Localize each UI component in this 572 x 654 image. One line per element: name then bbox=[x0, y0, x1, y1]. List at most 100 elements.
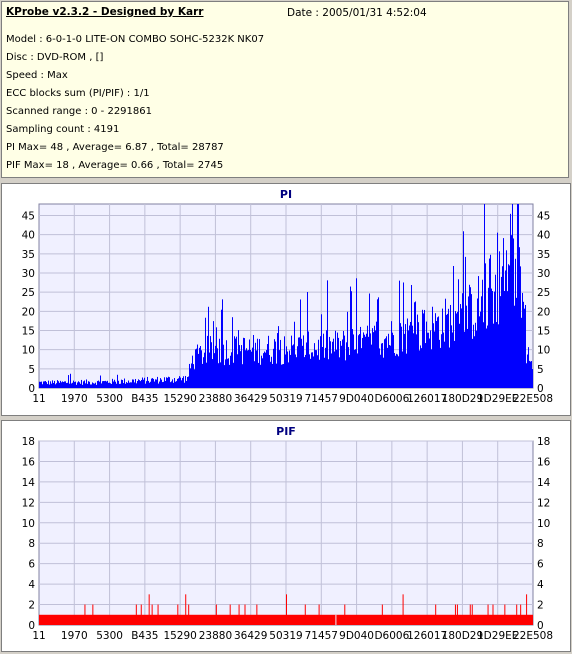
pif-spike bbox=[286, 594, 287, 625]
pi-bar bbox=[454, 340, 455, 388]
pi-bar bbox=[488, 287, 489, 388]
pi-bar bbox=[262, 358, 263, 388]
pi-bar bbox=[457, 311, 458, 388]
pif-spike bbox=[487, 604, 489, 625]
x-tick-label: 11 bbox=[32, 393, 45, 405]
pi-bar bbox=[378, 297, 379, 388]
pi-bar bbox=[386, 336, 387, 388]
pi-bar bbox=[116, 383, 117, 388]
pi-bar bbox=[134, 382, 135, 388]
pi-bar bbox=[256, 350, 257, 388]
pif-spike bbox=[177, 604, 179, 625]
pi-bar bbox=[523, 301, 524, 388]
pi-bar bbox=[273, 348, 274, 388]
pi-bar bbox=[260, 364, 261, 388]
pi-bar bbox=[436, 320, 437, 388]
pi-bar bbox=[478, 276, 479, 388]
pi-bar bbox=[244, 338, 245, 388]
x-tick-label: D6006 bbox=[374, 630, 409, 642]
y-tick-label: 5 bbox=[28, 364, 35, 376]
pi-bar bbox=[411, 284, 412, 388]
pi-bar bbox=[448, 308, 449, 388]
pif-spike bbox=[215, 604, 217, 625]
pi-bar bbox=[296, 357, 297, 388]
pif-spike bbox=[151, 604, 153, 625]
pi-bar bbox=[497, 232, 498, 388]
pi-bar bbox=[331, 353, 332, 388]
pi-bar bbox=[257, 338, 258, 388]
pi-bar bbox=[303, 335, 304, 388]
pi-bar bbox=[512, 204, 513, 388]
pi-bar bbox=[240, 351, 241, 388]
pi-bar bbox=[456, 313, 457, 388]
pi-bar bbox=[172, 379, 173, 388]
pi-bar bbox=[205, 317, 206, 388]
pi-bar bbox=[349, 354, 350, 388]
pi-bar bbox=[235, 338, 236, 388]
pi-bar bbox=[177, 378, 178, 388]
pi-bar bbox=[186, 380, 187, 388]
pi-bar bbox=[487, 325, 488, 388]
pi-bar bbox=[287, 351, 288, 388]
pi-bar bbox=[154, 381, 155, 388]
pi-bar bbox=[195, 349, 196, 388]
pi-bar bbox=[465, 256, 466, 388]
pi-bar bbox=[346, 342, 347, 388]
pi-bar bbox=[202, 363, 203, 388]
pi-bar bbox=[470, 287, 471, 388]
pi-bar bbox=[364, 334, 365, 388]
pi-bar bbox=[162, 382, 163, 388]
pi-bar bbox=[104, 381, 105, 388]
x-tick-label: B435 bbox=[131, 393, 158, 405]
pi-bar bbox=[272, 363, 273, 388]
x-tick-label: B435 bbox=[131, 630, 158, 642]
pi-bar bbox=[438, 316, 439, 388]
pi-bar bbox=[449, 347, 450, 388]
x-tick-label: 180D29 bbox=[442, 630, 484, 642]
pi-bar bbox=[299, 337, 300, 388]
pi-bar bbox=[365, 336, 366, 388]
pi-bar bbox=[102, 381, 103, 388]
y-tick-label-right: 0 bbox=[537, 620, 544, 632]
x-tick-label: 36429 bbox=[234, 630, 267, 642]
pi-bar bbox=[245, 350, 246, 388]
info-disc: Disc : DVD-ROM , [] bbox=[6, 52, 104, 63]
y-tick-label-right: 6 bbox=[537, 559, 544, 571]
pi-bar bbox=[379, 348, 380, 388]
pi-bar bbox=[397, 354, 398, 388]
pi-bar bbox=[481, 296, 482, 388]
pi-bar bbox=[56, 383, 57, 388]
pi-bar bbox=[367, 325, 368, 388]
pi-bar bbox=[54, 380, 55, 388]
pi-bar bbox=[412, 325, 413, 388]
pi-bar bbox=[247, 350, 248, 388]
pi-bar bbox=[443, 332, 444, 388]
pi-bar bbox=[236, 336, 237, 388]
pi-bar bbox=[506, 250, 507, 388]
pi-bar bbox=[321, 314, 322, 388]
x-tick-label: 15290 bbox=[163, 630, 196, 642]
pi-bar bbox=[147, 376, 148, 388]
pi-bar bbox=[237, 354, 238, 388]
pif-spike bbox=[526, 594, 528, 625]
info-model: Model : 6-0-1-0 LITE-ON COMBO SOHC-5232K… bbox=[6, 34, 265, 45]
y-tick-label: 30 bbox=[22, 268, 35, 280]
pi-bar bbox=[363, 332, 364, 388]
pi-bar bbox=[228, 358, 229, 388]
y-tick-label-right: 25 bbox=[537, 287, 550, 299]
pi-bar bbox=[199, 347, 200, 388]
pi-bar bbox=[218, 363, 219, 388]
pi-bar bbox=[399, 280, 400, 388]
pi-bar bbox=[300, 299, 301, 388]
pi-bar bbox=[310, 358, 311, 388]
pi-bar bbox=[246, 348, 247, 388]
x-tick-label: 71457 bbox=[305, 630, 338, 642]
pi-chart: PI 0 0 5 5 10 10 15 15 20 20 25 25 30 30 35 35 40 40 45 45 11… bbox=[22, 188, 553, 405]
pi-bar bbox=[522, 292, 523, 388]
pi-bar bbox=[156, 379, 157, 388]
pi-bar bbox=[62, 381, 63, 388]
pi-bar bbox=[467, 328, 468, 388]
pi-bar bbox=[359, 334, 360, 388]
pi-bar bbox=[281, 364, 282, 388]
pi-bar bbox=[253, 334, 254, 388]
